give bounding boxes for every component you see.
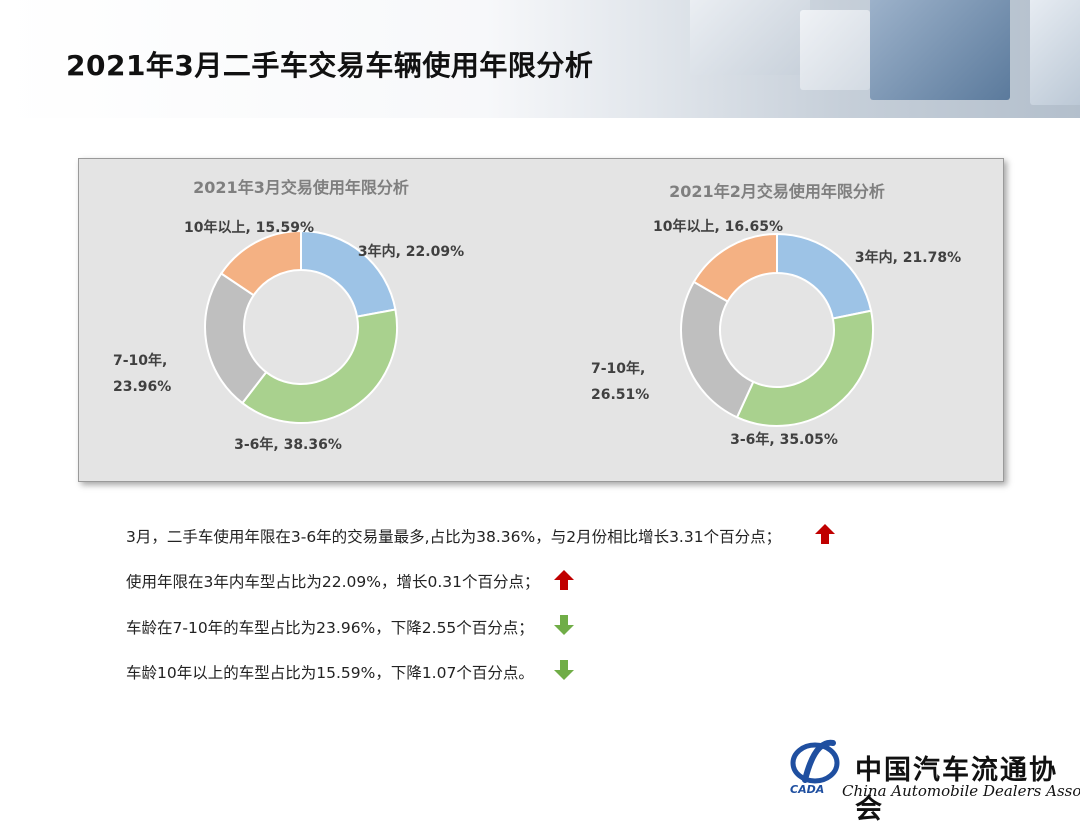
decorative-cube [690,0,810,75]
donut-charts: 2021年3月交易使用年限分析 3年内, 22.09% 3-6年, 38.36% 7-… [113,178,961,453]
up-arrow-icon [554,570,574,590]
decorative-cube [800,10,870,90]
up-arrow-icon [815,524,835,544]
chart-title: 2021年3月交易使用年限分析 [193,178,409,197]
decorative-cube [870,0,1010,100]
donut-slice-3 [204,272,268,405]
bullet-item: 车龄10年以上的车型占比为15.59%，下降1.07个百分点。 [126,661,534,683]
data-label: 3-6年, 35.05% [730,431,838,448]
donut-slice-3 [680,280,755,419]
data-label: 3-6年, 38.36% [234,436,342,453]
data-label: 10年以上, 16.65% [653,218,783,235]
bullet-text: 使用年限在3年内车型占比为22.09%，增长0.31个百分点； [126,573,540,591]
chart-title: 2021年2月交易使用年限分析 [669,182,885,201]
donut-slice-1 [776,232,873,320]
bullet-item: 使用年限在3年内车型占比为22.09%，增长0.31个百分点； [126,570,539,592]
data-label: 7-10年, 26.51% [591,360,649,403]
data-label: 7-10年, 23.96% [113,352,171,395]
header-banner [0,0,1080,118]
bullet-item: 3月，二手车使用年限在3-6年的交易量最多,占比为38.36%，与2月份相比增长… [126,525,781,547]
down-arrow-icon [554,615,574,635]
chart-panel: 2021年3月交易使用年限分析 3年内, 22.09% 3-6年, 38.36% 7-… [78,158,1004,482]
bullet-text: 车龄10年以上的车型占比为15.59%，下降1.07个百分点。 [126,664,534,682]
decorative-cube [1030,0,1080,105]
data-label: 3年内, 21.78% [855,249,961,266]
donut-slice-4 [219,229,302,297]
donut-slice-2 [735,309,874,427]
logo-abbreviation: CADA [790,783,825,796]
down-arrow-icon [554,660,574,680]
logo-name-en: China Automobile Dealers Association [842,782,1080,800]
donut-slice-4 [692,232,778,303]
data-label: 3年内, 22.09% [358,243,464,260]
bullet-item: 车龄在7-10年的车型占比为23.96%，下降2.55个百分点； [126,616,534,638]
bullet-text: 车龄在7-10年的车型占比为23.96%，下降2.55个百分点； [126,619,534,637]
cada-logo-icon [790,739,840,784]
data-label: 10年以上, 15.59% [184,219,314,236]
page-title: 2021年3月二手车交易车辆使用年限分析 [66,49,594,82]
donut-slice-2 [240,308,398,424]
bullet-text: 3月，二手车使用年限在3-6年的交易量最多,占比为38.36%，与2月份相比增长… [126,528,782,546]
